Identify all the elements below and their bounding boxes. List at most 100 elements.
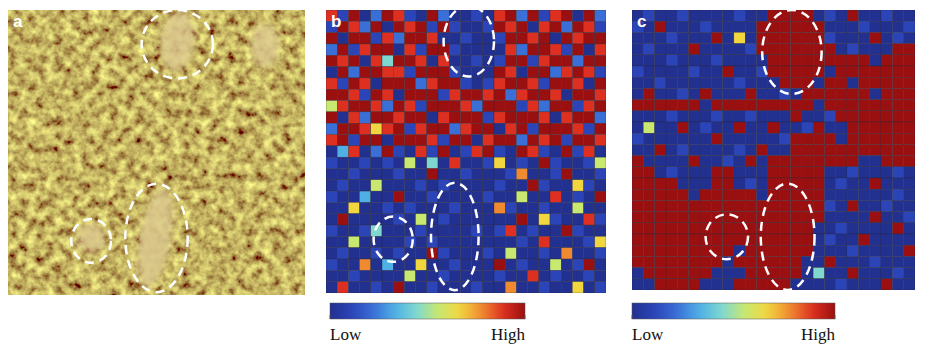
- heatmap-cell: [745, 256, 756, 267]
- heatmap-cell: [824, 156, 835, 167]
- highlight-ellipse: [142, 10, 213, 78]
- heatmap-cell: [371, 259, 382, 270]
- heatmap-cell: [360, 191, 371, 202]
- heatmap-cell: [360, 33, 371, 44]
- heatmap-cell: [483, 259, 494, 270]
- heatmap-cell: [870, 156, 881, 167]
- heatmap-cell: [790, 212, 801, 223]
- heatmap-cell: [550, 89, 561, 100]
- heatmap-cell: [393, 168, 404, 179]
- heatmap-cell: [348, 123, 359, 134]
- heatmap-cell: [371, 202, 382, 213]
- heatmap-cell: [371, 89, 382, 100]
- heatmap-cell: [572, 191, 583, 202]
- heatmap-cell: [371, 123, 382, 134]
- heatmap-cell: [393, 33, 404, 44]
- heatmap-cell: [595, 259, 606, 270]
- heatmap-cell: [734, 66, 745, 77]
- heatmap-cell: [505, 236, 516, 247]
- heatmap-cell: [449, 146, 460, 157]
- heatmap-cell: [870, 256, 881, 267]
- heatmap-cell: [870, 21, 881, 32]
- heatmap-cell: [700, 178, 711, 189]
- heatmap-cell: [847, 100, 858, 111]
- heatmap-cell: [666, 77, 677, 88]
- heatmap-cell: [449, 123, 460, 134]
- highlight-ellipse: [706, 214, 748, 259]
- heatmap-cell: [550, 101, 561, 112]
- heatmap-cell: [836, 144, 847, 155]
- heatmap-cell: [516, 67, 527, 78]
- heatmap-cell: [528, 236, 539, 247]
- heatmap-cell: [802, 44, 813, 55]
- heatmap-cell: [802, 55, 813, 66]
- heatmap-cell: [711, 100, 722, 111]
- heatmap-cell: [655, 77, 666, 88]
- heatmap-cell: [881, 100, 892, 111]
- heatmap-cell: [711, 144, 722, 155]
- heatmap-cell: [711, 268, 722, 279]
- heatmap-cell: [904, 167, 915, 178]
- heatmap-cell: [779, 133, 790, 144]
- heatmap-cell: [404, 123, 415, 134]
- heatmap-cell: [723, 77, 734, 88]
- heatmap-cell: [595, 191, 606, 202]
- heatmap-cell: [632, 111, 643, 122]
- heatmap-cell: [505, 44, 516, 55]
- heatmap-cell: [516, 135, 527, 146]
- heatmap-cell: [711, 66, 722, 77]
- heatmap-cell: [870, 122, 881, 133]
- heatmap-cell: [824, 212, 835, 223]
- heatmap-cell: [711, 32, 722, 43]
- heatmap-cell: [595, 21, 606, 32]
- heatmap-cell: [438, 146, 449, 157]
- highlight-ellipse: [761, 184, 815, 290]
- heatmap-cell: [494, 123, 505, 134]
- heatmap-cell: [858, 144, 869, 155]
- heatmap-cell: [584, 89, 595, 100]
- heatmap-cell: [371, 270, 382, 281]
- heatmap-cell: [516, 236, 527, 247]
- heatmap-cell: [734, 133, 745, 144]
- heatmap-cell: [655, 66, 666, 77]
- heatmap-cell: [632, 178, 643, 189]
- heatmap-cell: [643, 167, 654, 178]
- heatmap-cell: [768, 32, 779, 43]
- heatmap-cell: [584, 33, 595, 44]
- heatmap-cell: [881, 66, 892, 77]
- heatmap-cell: [382, 180, 393, 191]
- heatmap-cell: [711, 133, 722, 144]
- heatmap-cell: [847, 122, 858, 133]
- heatmap-cell: [858, 32, 869, 43]
- heatmap-cell: [847, 223, 858, 234]
- heatmap-cell: [449, 55, 460, 66]
- heatmap-cell: [643, 100, 654, 111]
- heatmap-cell: [881, 77, 892, 88]
- heatmap-cell: [483, 168, 494, 179]
- heatmap-cell: [666, 55, 677, 66]
- heatmap-cell: [337, 33, 348, 44]
- heatmap-cell: [768, 100, 779, 111]
- heatmap-cell: [689, 111, 700, 122]
- heatmap-cell: [494, 270, 505, 281]
- heatmap-cell: [528, 21, 539, 32]
- heatmap-cell: [802, 167, 813, 178]
- heatmap-cell: [904, 66, 915, 77]
- heatmap-cell: [858, 21, 869, 32]
- heatmap-cell: [416, 168, 427, 179]
- heatmap-cell: [824, 88, 835, 99]
- heatmap-cell: [337, 146, 348, 157]
- heatmap-cell: [655, 88, 666, 99]
- heatmap-cell: [505, 89, 516, 100]
- heatmap-cell: [427, 236, 438, 247]
- heatmap-cell: [416, 259, 427, 270]
- heatmap-cell: [371, 180, 382, 191]
- heatmap-cell: [711, 88, 722, 99]
- heatmap-cell: [836, 21, 847, 32]
- heatmap-cell: [643, 44, 654, 55]
- heatmap-cell: [572, 89, 583, 100]
- heatmap-cell: [438, 225, 449, 236]
- heatmap-cell: [745, 88, 756, 99]
- heatmap-cell: [779, 21, 790, 32]
- heatmap-cell: [723, 66, 734, 77]
